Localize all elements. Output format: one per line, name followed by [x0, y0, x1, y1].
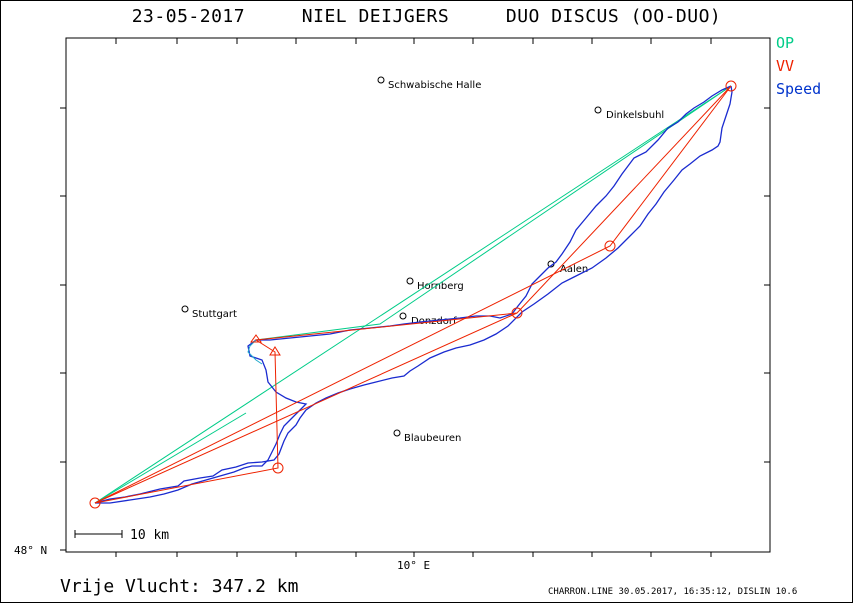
credit-line: CHARRON.LINE 30.05.2017, 16:35:12, DISLI…	[548, 587, 798, 597]
scale-bar	[74, 530, 123, 538]
flight-date: 23-05-2017	[131, 6, 246, 27]
axis-ticks	[60, 38, 770, 557]
legend-op: OP	[776, 34, 795, 52]
legend-speed: Speed	[776, 80, 822, 98]
scale-label: 10 km	[130, 528, 169, 543]
map-border	[65, 37, 771, 553]
legend-vv: VV	[776, 57, 795, 75]
city-label: Aalen	[560, 264, 588, 275]
turnpoint-marker	[725, 80, 737, 92]
longitude-label: 10° E	[397, 559, 430, 572]
turnpoint-marker	[269, 346, 281, 356]
turnpoint-marker	[511, 307, 523, 319]
vv-route	[94, 85, 732, 504]
city-label: Blaubeuren	[404, 433, 461, 444]
latitude-label: 48° N	[14, 544, 47, 557]
city-dot	[377, 76, 385, 84]
op-route	[94, 85, 732, 504]
turnpoint-marker	[250, 334, 262, 343]
city-label: Dinkelsbuhl	[606, 110, 664, 121]
city-dot	[406, 277, 414, 285]
flight-track-leg	[247, 339, 263, 365]
turnpoint-marker	[604, 240, 616, 252]
city-dot	[399, 312, 407, 320]
city-label: Hornberg	[417, 281, 464, 292]
city-label: Schwabische Halle	[388, 80, 481, 91]
turnpoints	[89, 80, 737, 509]
turnpoint-marker	[89, 497, 101, 509]
city-dot	[594, 106, 602, 114]
distance-label: Vrije Vlucht:	[60, 576, 201, 597]
turnpoint-marker	[272, 462, 284, 474]
city-markers	[181, 76, 602, 437]
distance-value: 347.2 km	[211, 576, 299, 597]
city-dot	[181, 305, 189, 313]
pilot-name: NIEL DEIJGERS	[301, 6, 450, 27]
page-title: 23-05-2017 NIEL DEIJGERS DUO DISCUS (OO-…	[0, 6, 853, 27]
distance-summary: Vrije Vlucht: 347.2 km	[60, 576, 298, 597]
city-label: Stuttgart	[192, 309, 237, 320]
city-dot	[393, 429, 401, 437]
glider-name: DUO DISCUS (OO-DUO)	[505, 6, 722, 27]
